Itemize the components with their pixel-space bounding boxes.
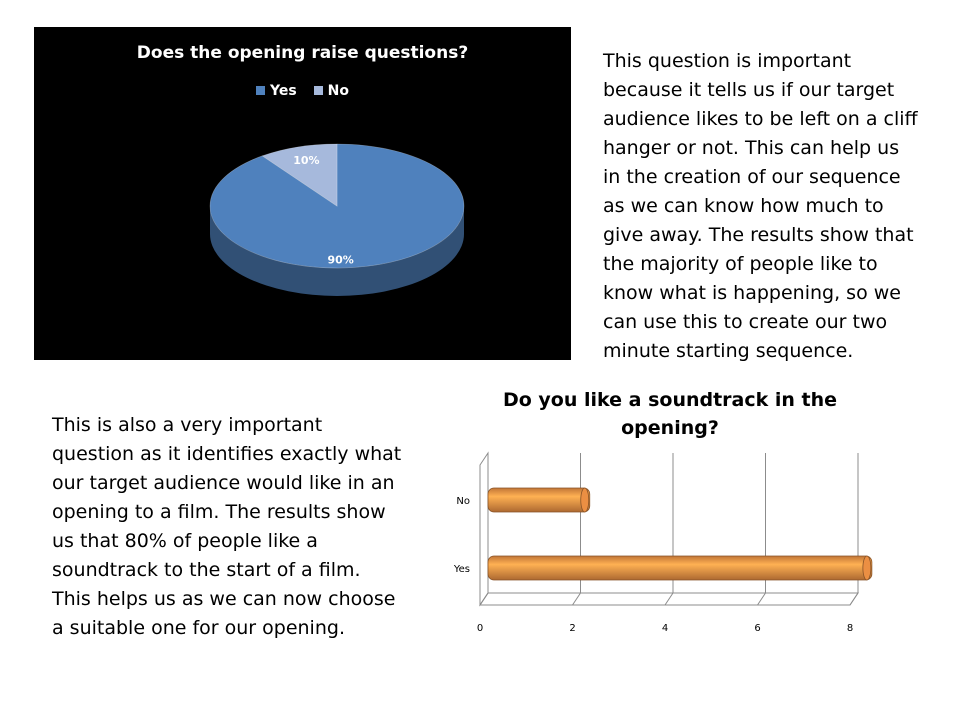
legend-item-yes: Yes <box>256 83 297 99</box>
legend-label-no: No <box>327 83 349 99</box>
pie-data-label-no: 10% <box>293 154 319 167</box>
floor-tick-8 <box>849 592 859 606</box>
x-tick-label-2: 2 <box>569 623 575 634</box>
legend-swatch-yes <box>256 86 266 95</box>
x-tick-label-4: 4 <box>662 623 668 634</box>
floor-tick-6 <box>757 592 766 606</box>
floor-tick-4 <box>664 592 674 606</box>
pie-slice-no <box>261 143 338 207</box>
top-paragraph: This question is important because it te… <box>603 50 918 362</box>
bar-no <box>487 487 591 513</box>
legend-label-yes: Yes <box>270 83 297 99</box>
bar-yes <box>487 555 873 581</box>
legend-item-no: No <box>313 83 349 99</box>
pie-slice-yes <box>209 143 465 269</box>
pie-chart-panel: 90% 10% Does the opening raise questions?… <box>34 27 571 360</box>
x-tick-label-0: 0 <box>477 623 483 634</box>
bar-chart-title: Do you like a soundtrack in the opening? <box>502 389 838 439</box>
floor-tick-0 <box>479 592 489 606</box>
left-wall <box>479 451 489 607</box>
bar-chart: 0 2 4 6 8 No Yes <box>453 451 873 634</box>
bottom-paragraph: This is also a very important question a… <box>52 414 402 639</box>
pie-chart: 90% 10% <box>209 143 465 296</box>
pie-chart-title: Does the opening raise questions? <box>136 43 469 63</box>
floor-tick-2 <box>572 592 581 606</box>
pie-side-wall <box>210 206 464 296</box>
y-tick-label-yes: Yes <box>453 564 470 575</box>
pie-legend: Yes No <box>34 83 571 99</box>
legend-swatch-no <box>313 86 323 95</box>
x-tick-label-6: 6 <box>754 623 760 634</box>
x-tick-label-8: 8 <box>847 623 853 634</box>
pie-data-label-yes: 90% <box>327 253 353 266</box>
y-tick-label-no: No <box>456 496 470 507</box>
